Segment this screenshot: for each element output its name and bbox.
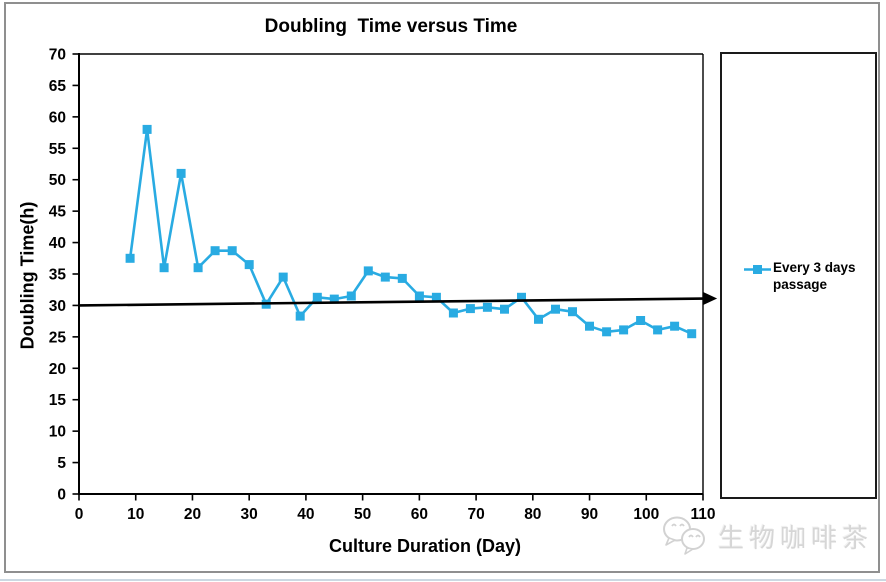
svg-text:65: 65 [49, 78, 67, 95]
data-point [397, 273, 407, 283]
x-axis-title: Culture Duration (Day) [328, 536, 521, 556]
x-axis-ticks: 0 10 20 30 40 50 60 70 80 90 100 110 [75, 494, 716, 523]
data-point [448, 308, 458, 318]
bottom-divider [0, 579, 886, 581]
svg-text:110: 110 [690, 506, 715, 523]
svg-text:80: 80 [524, 506, 541, 523]
svg-text:40: 40 [49, 235, 66, 252]
svg-text:5: 5 [57, 455, 66, 472]
svg-text:0: 0 [75, 506, 84, 523]
legend-entry: Every 3 days passage [744, 259, 856, 293]
data-point [295, 311, 305, 321]
svg-text:90: 90 [581, 506, 598, 523]
legend-box: Every 3 days passage [720, 52, 877, 499]
svg-text:0: 0 [57, 487, 66, 504]
trend-arrow [78, 292, 718, 307]
svg-text:100: 100 [633, 506, 659, 523]
data-point [534, 314, 543, 324]
svg-text:30: 30 [49, 298, 66, 315]
svg-text:25: 25 [49, 329, 67, 346]
svg-text:20: 20 [49, 361, 66, 378]
legend-label-line2: passage [773, 276, 828, 292]
legend-label: Every 3 days passage [773, 259, 856, 293]
svg-text:60: 60 [49, 109, 66, 126]
chart-title: Doubling Time versus Time [264, 16, 518, 37]
svg-text:70: 70 [467, 506, 484, 523]
data-point [210, 246, 220, 256]
y-axis-title: Doubling Time(h) [17, 201, 38, 350]
svg-text:55: 55 [49, 141, 67, 158]
svg-text:40: 40 [297, 506, 314, 523]
svg-text:10: 10 [127, 506, 144, 523]
svg-text:60: 60 [411, 506, 428, 523]
svg-text:20: 20 [184, 506, 201, 523]
data-point [380, 272, 390, 282]
data-point [568, 307, 577, 317]
data-point [142, 124, 152, 134]
svg-text:15: 15 [49, 392, 67, 409]
data-point [346, 291, 356, 301]
svg-text:30: 30 [241, 506, 258, 523]
svg-text:70: 70 [49, 47, 66, 64]
data-point [193, 263, 203, 273]
svg-text:50: 50 [354, 506, 371, 523]
data-point [125, 253, 135, 263]
data-point [653, 325, 663, 335]
data-point [227, 246, 237, 256]
data-point [312, 292, 322, 302]
data-point [670, 321, 680, 331]
data-point [278, 272, 288, 282]
data-point [159, 263, 169, 273]
data-point [431, 292, 441, 302]
svg-text:50: 50 [49, 172, 66, 189]
svg-text:35: 35 [49, 267, 67, 284]
data-point [619, 325, 629, 335]
watermark-text: 生物咖啡茶 [718, 522, 874, 553]
data-point [551, 304, 560, 314]
data-point [329, 294, 339, 304]
legend-series-marker-icon [744, 264, 771, 274]
series-every-3-days-passage [125, 124, 697, 339]
plot-border [79, 53, 704, 494]
legend-label-line1: Every 3 days [773, 259, 856, 275]
data-point [602, 327, 612, 337]
svg-text:10: 10 [49, 424, 66, 441]
data-point [687, 329, 697, 339]
data-point [585, 321, 594, 331]
data-point [363, 266, 373, 276]
data-point [482, 302, 492, 312]
data-point [244, 260, 254, 270]
data-point [500, 304, 509, 314]
watermark: 生物咖啡茶 [660, 514, 873, 558]
axes [78, 53, 703, 495]
data-point [465, 304, 475, 314]
data-point [636, 316, 646, 325]
svg-text:45: 45 [49, 204, 67, 221]
data-point [414, 291, 424, 301]
y-axis-ticks: 0 5 10 15 20 25 30 35 40 45 50 55 60 65 70 [49, 47, 79, 504]
wechat-icon [663, 516, 705, 555]
data-point [176, 168, 186, 178]
data-point [517, 292, 526, 302]
